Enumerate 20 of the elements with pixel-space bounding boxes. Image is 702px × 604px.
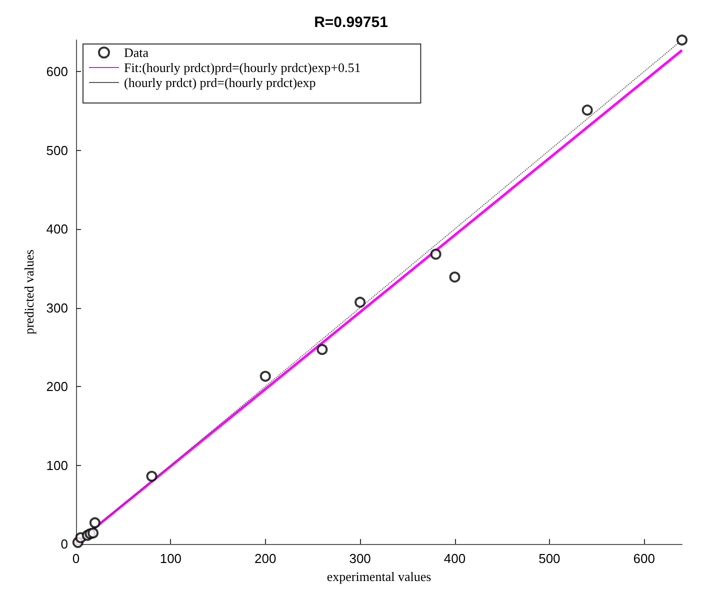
- y-tick-label: 200: [46, 379, 68, 394]
- x-tick-label: 600: [633, 551, 655, 566]
- y-tick-label: 400: [46, 222, 68, 236]
- y-tick-label: 100: [46, 458, 68, 473]
- x-tick-label: 0: [72, 551, 80, 566]
- x-tick-label: 500: [538, 551, 560, 566]
- y-tick-label: 600: [46, 64, 68, 79]
- x-tick-label: 100: [160, 551, 182, 566]
- x-axis-title: experimental values: [326, 569, 432, 584]
- legend-label: (hourly prdct) prd=(hourly prdct)exp: [124, 75, 316, 90]
- x-tick-label: 200: [254, 551, 276, 566]
- y-axis-title: predicted values: [21, 250, 36, 334]
- y-tick-label: 300: [46, 300, 68, 316]
- x-tick-label: 300: [349, 551, 371, 566]
- y-tick-label: 500: [46, 142, 68, 158]
- legend-label: Fit:(hourly prdct)prd=(hourly prdct)exp+0.51: [124, 60, 361, 75]
- y-tick-label: 0: [60, 536, 68, 552]
- legend-label: Data: [124, 45, 149, 60]
- chart-title: R=0.99751: [314, 14, 388, 31]
- x-tick-label: 400: [444, 551, 466, 566]
